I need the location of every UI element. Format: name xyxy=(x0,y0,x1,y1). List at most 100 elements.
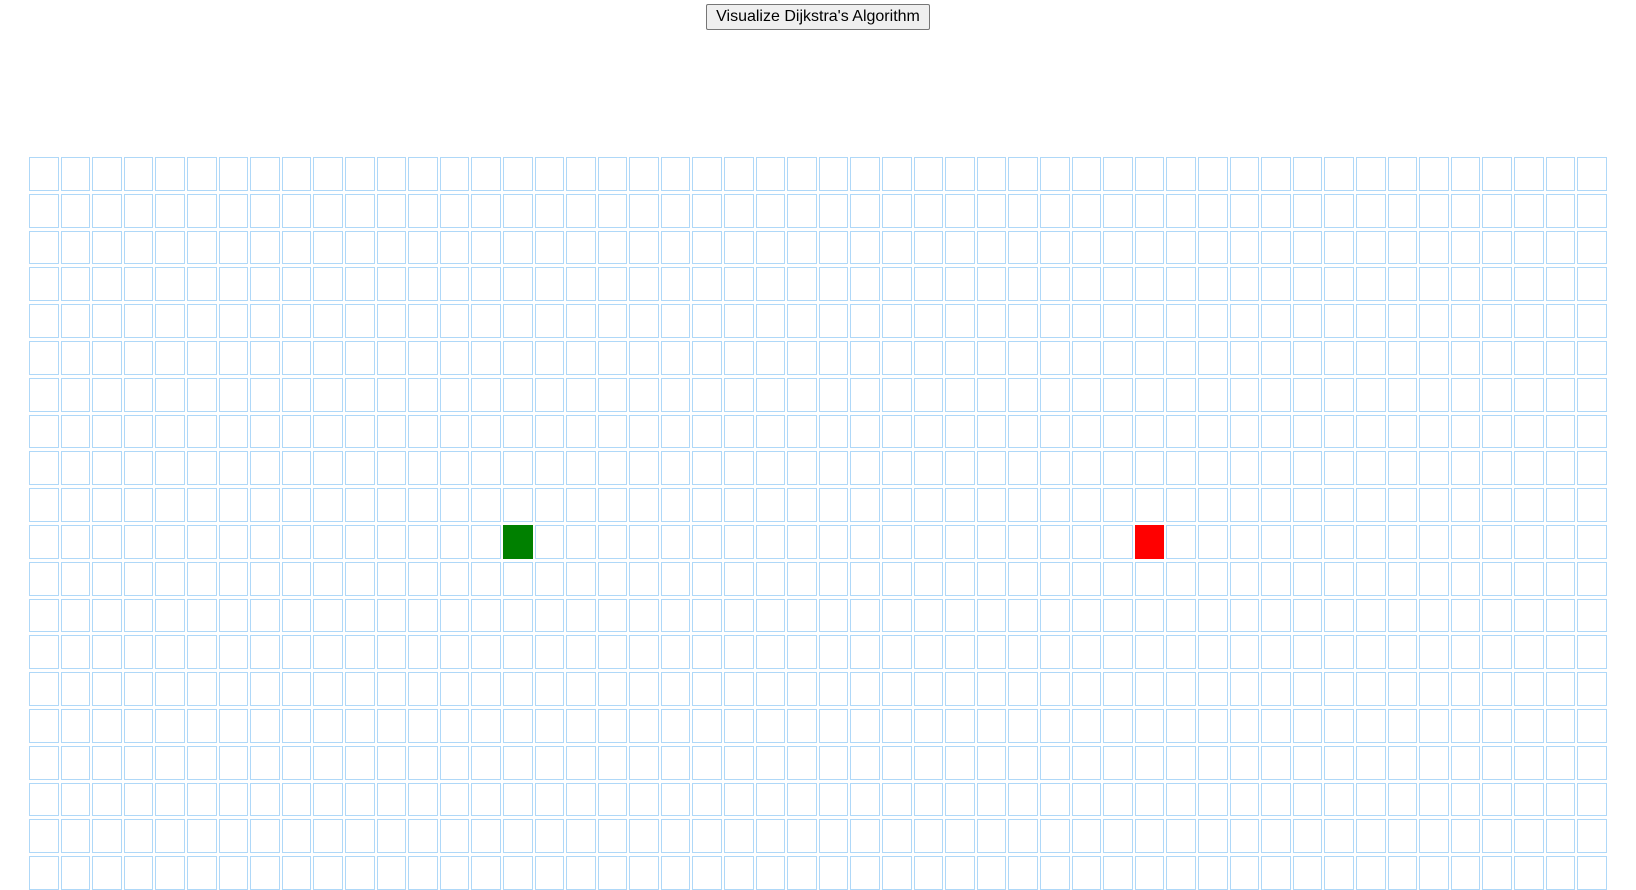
grid-node[interactable] xyxy=(913,708,945,745)
grid-node[interactable] xyxy=(1576,377,1608,414)
grid-node[interactable] xyxy=(1450,156,1482,193)
grid-node[interactable] xyxy=(660,561,692,598)
grid-node[interactable] xyxy=(944,671,976,708)
grid-node[interactable] xyxy=(1165,230,1197,267)
grid-node[interactable] xyxy=(186,561,218,598)
grid-node[interactable] xyxy=(723,193,755,230)
grid-node[interactable] xyxy=(123,708,155,745)
grid-node[interactable] xyxy=(565,561,597,598)
grid-node[interactable] xyxy=(1071,303,1103,340)
grid-node[interactable] xyxy=(565,818,597,855)
grid-node[interactable] xyxy=(849,193,881,230)
grid-node[interactable] xyxy=(218,156,250,193)
grid-node[interactable] xyxy=(1545,524,1577,561)
grid-node[interactable] xyxy=(755,818,787,855)
grid-node[interactable] xyxy=(755,230,787,267)
grid-node[interactable] xyxy=(660,634,692,671)
grid-node[interactable] xyxy=(1387,303,1419,340)
grid-node[interactable] xyxy=(439,708,471,745)
grid-node[interactable] xyxy=(913,634,945,671)
grid-node[interactable] xyxy=(597,340,629,377)
grid-node[interactable] xyxy=(660,708,692,745)
grid-node[interactable] xyxy=(376,340,408,377)
grid-node[interactable] xyxy=(312,745,344,782)
grid-node[interactable] xyxy=(470,708,502,745)
grid-node[interactable] xyxy=(28,561,60,598)
grid-node[interactable] xyxy=(249,303,281,340)
grid-node[interactable] xyxy=(344,156,376,193)
grid-node[interactable] xyxy=(1576,230,1608,267)
grid-node[interactable] xyxy=(723,487,755,524)
grid-node[interactable] xyxy=(976,745,1008,782)
grid-node[interactable] xyxy=(1007,156,1039,193)
grid-node[interactable] xyxy=(123,818,155,855)
grid-node[interactable] xyxy=(1355,230,1387,267)
grid-node[interactable] xyxy=(312,230,344,267)
grid-node[interactable] xyxy=(597,156,629,193)
grid-node[interactable] xyxy=(628,818,660,855)
grid-node[interactable] xyxy=(1450,340,1482,377)
grid-node[interactable] xyxy=(344,745,376,782)
grid-node[interactable] xyxy=(28,266,60,303)
grid-node[interactable] xyxy=(723,230,755,267)
grid-node[interactable] xyxy=(1165,598,1197,635)
grid-node[interactable] xyxy=(1134,487,1166,524)
grid-node[interactable] xyxy=(1576,745,1608,782)
grid-node[interactable] xyxy=(470,303,502,340)
grid-node[interactable] xyxy=(818,671,850,708)
grid-node[interactable] xyxy=(1387,745,1419,782)
grid-node[interactable] xyxy=(281,450,313,487)
grid-node[interactable] xyxy=(691,340,723,377)
grid-node[interactable] xyxy=(344,524,376,561)
grid-node[interactable] xyxy=(91,193,123,230)
grid-node[interactable] xyxy=(723,156,755,193)
grid-node[interactable] xyxy=(1355,598,1387,635)
grid-node[interactable] xyxy=(818,266,850,303)
grid-node[interactable] xyxy=(376,414,408,451)
grid-node[interactable] xyxy=(597,708,629,745)
grid-node[interactable] xyxy=(312,487,344,524)
grid-node[interactable] xyxy=(1355,450,1387,487)
grid-node[interactable] xyxy=(376,782,408,819)
grid-node[interactable] xyxy=(534,745,566,782)
grid-node[interactable] xyxy=(849,598,881,635)
grid-node[interactable] xyxy=(818,561,850,598)
grid-node[interactable] xyxy=(470,745,502,782)
grid-node[interactable] xyxy=(1387,487,1419,524)
grid-node[interactable] xyxy=(1387,193,1419,230)
grid-node[interactable] xyxy=(913,598,945,635)
grid-node[interactable] xyxy=(1260,671,1292,708)
grid-node[interactable] xyxy=(976,266,1008,303)
grid-node[interactable] xyxy=(249,561,281,598)
grid-node[interactable] xyxy=(1229,708,1261,745)
grid-node[interactable] xyxy=(1007,377,1039,414)
grid-node[interactable] xyxy=(1260,818,1292,855)
grid-node[interactable] xyxy=(407,340,439,377)
grid-node[interactable] xyxy=(1071,782,1103,819)
grid-node[interactable] xyxy=(1102,266,1134,303)
grid-node[interactable] xyxy=(1545,708,1577,745)
grid-node[interactable] xyxy=(312,524,344,561)
grid-node[interactable] xyxy=(218,561,250,598)
grid-node[interactable] xyxy=(881,598,913,635)
grid-node[interactable] xyxy=(1418,745,1450,782)
grid-node[interactable] xyxy=(154,303,186,340)
grid-node[interactable] xyxy=(1481,156,1513,193)
grid-node[interactable] xyxy=(186,340,218,377)
grid-node[interactable] xyxy=(470,818,502,855)
grid-node[interactable] xyxy=(913,156,945,193)
grid-node[interactable] xyxy=(1102,855,1134,890)
grid-node[interactable] xyxy=(123,524,155,561)
grid-node[interactable] xyxy=(1513,230,1545,267)
grid-node[interactable] xyxy=(1355,782,1387,819)
grid-node[interactable] xyxy=(1102,193,1134,230)
grid-node[interactable] xyxy=(1134,303,1166,340)
grid-node[interactable] xyxy=(502,745,534,782)
grid-node[interactable] xyxy=(534,708,566,745)
grid-node[interactable] xyxy=(818,340,850,377)
grid-node[interactable] xyxy=(344,340,376,377)
grid-node[interactable] xyxy=(1134,193,1166,230)
grid-node[interactable] xyxy=(344,303,376,340)
grid-node[interactable] xyxy=(786,818,818,855)
grid-node[interactable] xyxy=(344,818,376,855)
